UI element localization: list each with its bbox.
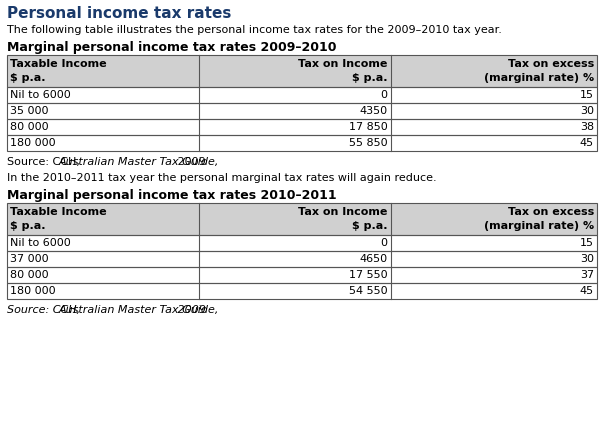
Bar	[7, 235, 597, 251]
Text: 17 850: 17 850	[349, 122, 388, 132]
Bar	[7, 87, 597, 103]
Text: 38: 38	[580, 122, 594, 132]
Text: 80 000: 80 000	[10, 122, 49, 132]
Text: $ p.a.: $ p.a.	[10, 73, 46, 83]
Text: 0: 0	[380, 238, 388, 248]
Text: Australian Master Tax Guide,: Australian Master Tax Guide,	[59, 157, 219, 167]
Bar	[7, 267, 597, 283]
Text: 35 000: 35 000	[10, 106, 49, 116]
Bar	[7, 87, 597, 103]
Text: 17 550: 17 550	[349, 270, 388, 280]
Text: 30: 30	[580, 106, 594, 116]
Bar	[7, 251, 597, 267]
Bar	[7, 119, 597, 135]
Text: 30: 30	[580, 254, 594, 264]
Text: Source: CCH,: Source: CCH,	[7, 157, 84, 167]
Text: 180 000: 180 000	[10, 138, 56, 148]
Text: Personal income tax rates: Personal income tax rates	[7, 6, 231, 21]
Bar	[7, 203, 597, 235]
Text: 45: 45	[580, 286, 594, 296]
Text: 54 550: 54 550	[349, 286, 388, 296]
Text: Australian Master Tax Guide,: Australian Master Tax Guide,	[59, 305, 219, 315]
Text: In the 2010–2011 tax year the personal marginal tax rates will again reduce.: In the 2010–2011 tax year the personal m…	[7, 173, 436, 183]
Text: 2009: 2009	[174, 157, 206, 167]
Text: (marginal rate) %: (marginal rate) %	[484, 73, 594, 83]
Text: Nil to 6000: Nil to 6000	[10, 90, 71, 100]
Bar	[7, 55, 597, 87]
Bar	[7, 283, 597, 299]
Text: Tax on excess: Tax on excess	[508, 207, 594, 217]
Text: Marginal personal income tax rates 2009–2010: Marginal personal income tax rates 2009–…	[7, 41, 337, 54]
Bar	[7, 55, 597, 87]
Bar	[7, 283, 597, 299]
Text: 4350: 4350	[359, 106, 388, 116]
Text: Tax on excess: Tax on excess	[508, 59, 594, 69]
Text: Source: CCH,: Source: CCH,	[7, 305, 84, 315]
Text: 37: 37	[580, 270, 594, 280]
Text: 180 000: 180 000	[10, 286, 56, 296]
Text: $ p.a.: $ p.a.	[10, 222, 46, 231]
Text: 2009: 2009	[174, 305, 206, 315]
Text: Tax on Income: Tax on Income	[298, 59, 388, 69]
Text: $ p.a.: $ p.a.	[352, 222, 388, 231]
Text: Tax on Income: Tax on Income	[298, 207, 388, 217]
Bar	[7, 119, 597, 135]
Text: Marginal personal income tax rates 2010–2011: Marginal personal income tax rates 2010–…	[7, 189, 337, 202]
Bar	[7, 103, 597, 119]
Bar	[7, 251, 597, 267]
Text: 0: 0	[380, 90, 388, 100]
Text: (marginal rate) %: (marginal rate) %	[484, 222, 594, 231]
Text: 45: 45	[580, 138, 594, 148]
Text: Taxable Income: Taxable Income	[10, 59, 106, 69]
Text: 55 850: 55 850	[349, 138, 388, 148]
Text: Taxable Income: Taxable Income	[10, 207, 106, 217]
Bar	[7, 103, 597, 119]
Text: $ p.a.: $ p.a.	[352, 73, 388, 83]
Bar	[7, 135, 597, 151]
Text: The following table illustrates the personal income tax rates for the 2009–2010 : The following table illustrates the pers…	[7, 25, 502, 35]
Text: 4650: 4650	[359, 254, 388, 264]
Text: Nil to 6000: Nil to 6000	[10, 238, 71, 248]
Text: 15: 15	[580, 238, 594, 248]
Bar	[7, 203, 597, 235]
Text: 80 000: 80 000	[10, 270, 49, 280]
Bar	[7, 267, 597, 283]
Bar	[7, 135, 597, 151]
Text: 15: 15	[580, 90, 594, 100]
Text: 37 000: 37 000	[10, 254, 49, 264]
Bar	[7, 235, 597, 251]
